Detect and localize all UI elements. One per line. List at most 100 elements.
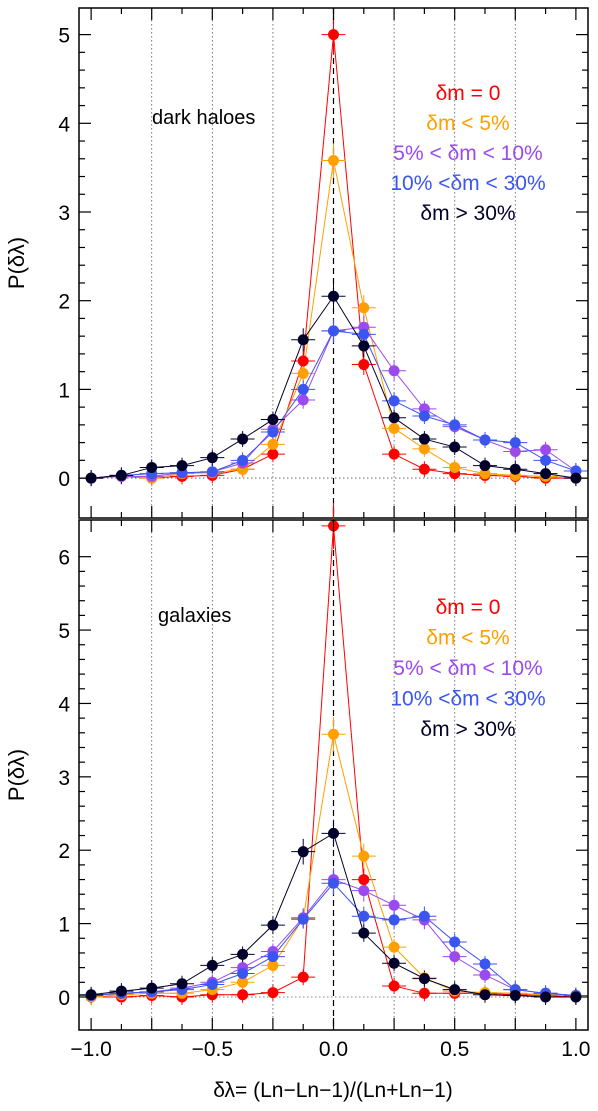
haloes-marker-0	[418, 463, 430, 475]
haloes-marker-4	[267, 414, 279, 426]
galaxies-marker-0	[267, 987, 279, 999]
galaxies-marker-2	[358, 885, 370, 897]
haloes-ytick-label: 1	[58, 379, 70, 402]
galaxies-xtick-label: 0.0	[319, 1038, 348, 1061]
galaxies-marker-3	[479, 958, 491, 970]
haloes-marker-4	[358, 340, 370, 352]
haloes-ytick-label: 2	[58, 291, 70, 314]
galaxies-marker-0	[358, 874, 370, 886]
haloes-marker-1	[267, 438, 279, 450]
haloes-legend-entry-2: 5% < δm < 10%	[393, 142, 542, 165]
galaxies-marker-1	[358, 850, 370, 862]
galaxies-marker-4	[146, 982, 158, 994]
haloes-ytick-label: 3	[58, 202, 70, 225]
galaxies-marker-4	[237, 948, 249, 960]
haloes-marker-3	[297, 383, 309, 395]
haloes-marker-3	[449, 419, 461, 431]
haloes-marker-1	[449, 461, 461, 473]
galaxies-marker-3	[418, 910, 430, 922]
galaxies-marker-3	[206, 979, 218, 991]
galaxies-marker-4	[176, 978, 188, 990]
haloes-marker-3	[267, 426, 279, 438]
haloes-marker-4	[418, 433, 430, 445]
haloes-marker-0	[328, 29, 339, 41]
galaxies-marker-3	[358, 910, 370, 922]
galaxies-marker-2	[479, 969, 491, 981]
galaxies-panel-label: galaxies	[158, 605, 231, 627]
haloes-marker-4	[176, 460, 188, 472]
galaxies-marker-3	[237, 967, 249, 979]
galaxies-ytick-label: 6	[58, 547, 70, 570]
galaxies-xtick-label: −1.0	[70, 1038, 111, 1061]
galaxies-marker-1	[267, 959, 279, 971]
haloes-marker-3	[479, 434, 491, 446]
haloes-marker-0	[388, 448, 400, 460]
galaxies-marker-4	[418, 973, 430, 985]
galaxies-legend-entry-0: δm = 0	[436, 596, 501, 619]
haloes-marker-3	[206, 466, 218, 478]
haloes-marker-1	[297, 367, 309, 379]
haloes-marker-1	[388, 422, 400, 434]
galaxies-marker-4	[570, 991, 582, 1003]
haloes-marker-4	[570, 472, 582, 484]
galaxies-marker-4	[509, 990, 521, 1002]
galaxies-marker-4	[85, 989, 97, 1001]
haloes-marker-4	[297, 334, 309, 346]
galaxies-marker-0	[388, 980, 400, 992]
galaxies-legend-entry-4: δm > 30%	[420, 718, 515, 741]
haloes-marker-4	[146, 461, 158, 473]
haloes-ylabel: P(δλ)	[4, 237, 29, 289]
haloes-marker-4	[540, 468, 552, 480]
haloes-legend-entry-3: 10% <δm < 30%	[390, 172, 545, 195]
haloes-marker-3	[418, 410, 430, 422]
galaxies-legend-entry-3: 10% <δm < 30%	[390, 688, 545, 711]
galaxies-marker-0	[297, 971, 309, 983]
haloes-legend-entry-4: δm > 30%	[420, 202, 515, 225]
haloes-marker-0	[267, 448, 279, 460]
x-axis-label: δλ= (Ln−Ln−1)/(Ln+Ln−1)	[213, 1079, 453, 1102]
galaxies-marker-4	[267, 919, 279, 931]
galaxies-marker-4	[206, 959, 218, 971]
galaxies-legend-entry-1: δm < 5%	[426, 627, 509, 650]
galaxies-marker-4	[297, 846, 309, 858]
haloes-marker-2	[509, 445, 521, 457]
galaxies-marker-4	[479, 989, 491, 1001]
haloes-marker-4	[237, 433, 249, 445]
galaxies-xtick-label: 0.5	[440, 1038, 469, 1061]
haloes-marker-2	[540, 444, 552, 456]
galaxies-ytick-label: 3	[58, 767, 70, 790]
haloes-ytick-label: 4	[58, 113, 70, 136]
haloes-marker-4	[115, 469, 127, 481]
haloes-marker-0	[297, 355, 309, 367]
galaxies-marker-4	[388, 957, 400, 969]
galaxies-legend-entry-2: 5% < δm < 10%	[393, 657, 542, 680]
haloes-marker-3	[509, 437, 521, 449]
haloes-marker-4	[388, 412, 400, 424]
haloes-marker-1	[328, 155, 339, 167]
haloes-legend-entry-0: δm = 0	[436, 82, 501, 105]
galaxies-marker-1	[328, 728, 339, 740]
galaxies-marker-4	[540, 991, 552, 1003]
haloes-marker-3	[237, 454, 249, 466]
galaxies-ytick-label: 1	[58, 914, 70, 937]
haloes-marker-3	[388, 395, 400, 407]
haloes-marker-3	[540, 454, 552, 466]
panel-dark-haloes: 0 1 2 3 4 5 P(δλ) dark haloes δm = 0 δm < 5% 5% < …	[4, 7, 589, 519]
galaxies-ytick-label: 5	[58, 620, 70, 643]
haloes-marker-3	[328, 325, 339, 337]
haloes-ytick-label: 5	[58, 25, 70, 48]
galaxies-marker-3	[388, 914, 400, 926]
galaxies-marker-0	[237, 989, 249, 1001]
haloes-legend-entry-1: δm < 5%	[426, 112, 509, 135]
haloes-marker-4	[85, 472, 97, 484]
haloes-panel-label: dark haloes	[152, 107, 255, 129]
galaxies-marker-2	[449, 951, 461, 963]
galaxies-marker-2	[388, 899, 400, 911]
galaxies-marker-0	[418, 987, 430, 999]
galaxies-ytick-label: 0	[58, 987, 70, 1010]
galaxies-ylabel: P(δλ)	[4, 749, 29, 801]
galaxies-marker-3	[267, 951, 279, 963]
galaxies-marker-3	[449, 936, 461, 948]
galaxies-marker-1	[388, 941, 400, 953]
haloes-marker-1	[418, 443, 430, 455]
